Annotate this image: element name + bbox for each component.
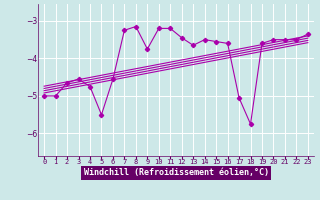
X-axis label: Windchill (Refroidissement éolien,°C): Windchill (Refroidissement éolien,°C) — [84, 168, 268, 177]
